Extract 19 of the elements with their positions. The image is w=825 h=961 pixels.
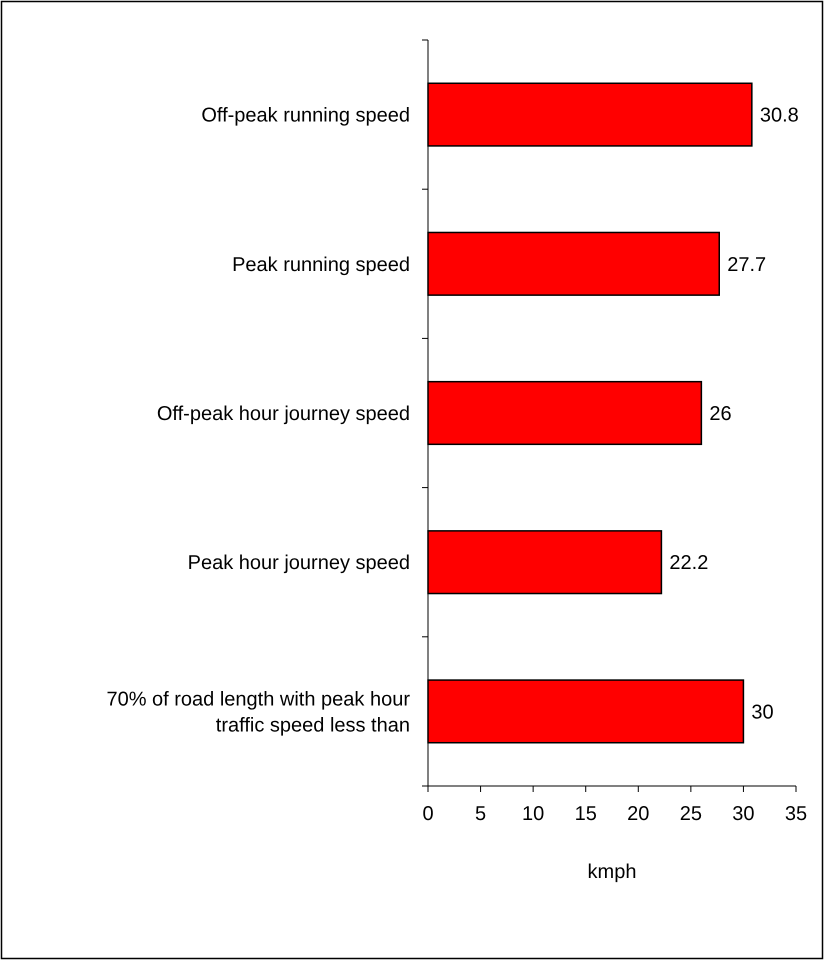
x-tick-label: 30 xyxy=(732,803,755,825)
y-tick-label: Off-peak hour journey speed xyxy=(156,403,410,425)
data-label: 27.7 xyxy=(727,254,766,276)
y-tick-label: Peak running speed xyxy=(232,254,410,276)
data-label: 26 xyxy=(709,403,732,425)
x-tick-label: 20 xyxy=(627,803,650,825)
x-tick-label: 0 xyxy=(422,803,434,825)
data-label: 30 xyxy=(751,701,774,724)
x-tick-label: 15 xyxy=(574,803,597,825)
x-tick-label: 5 xyxy=(475,803,486,825)
x-tick-label: 25 xyxy=(680,803,702,825)
data-label: 22.2 xyxy=(669,552,708,574)
y-tick-label: Peak hour journey speed xyxy=(188,552,410,574)
y-tick-label: Off-peak running speed xyxy=(201,104,410,127)
data-label: 30.8 xyxy=(760,104,799,127)
x-axis-title: kmph xyxy=(588,861,636,883)
x-tick-label: 35 xyxy=(784,803,808,825)
y-tick-label: 70% of road length with peak hour traffic speed less than xyxy=(106,688,410,736)
x-tick-label: 10 xyxy=(522,803,544,825)
